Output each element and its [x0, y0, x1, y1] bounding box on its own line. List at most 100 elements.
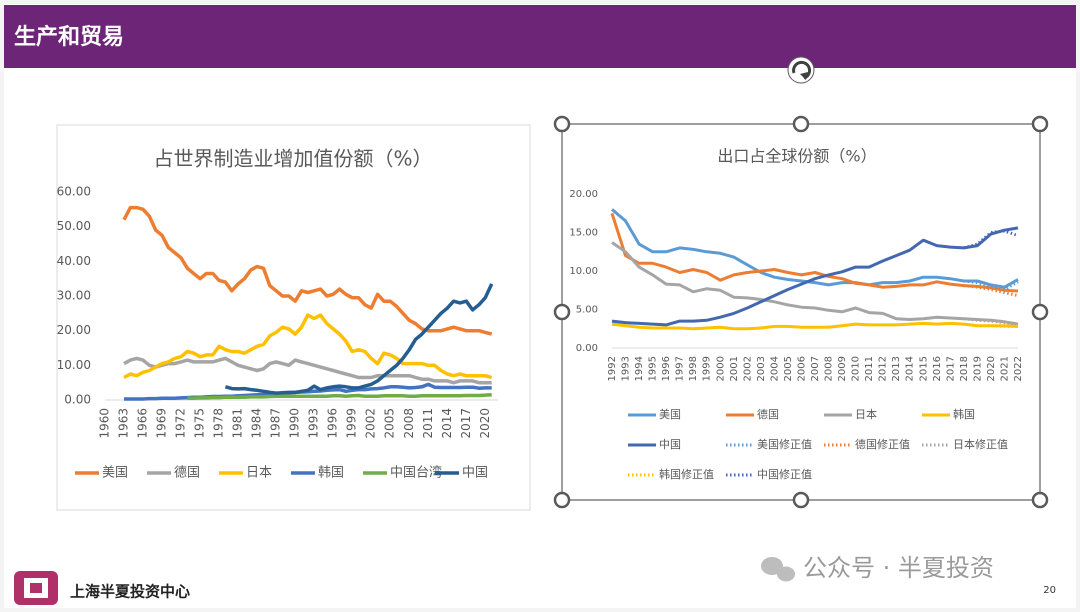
y-tick-label: 30.00 [57, 289, 91, 303]
data-line [963, 317, 1019, 327]
selection-handles[interactable] [553, 115, 1049, 509]
x-tick-label: 1999 [702, 356, 713, 381]
y-tick-label: 50.00 [57, 219, 91, 233]
legend-label: 日本 [246, 466, 272, 481]
y-tick-label: 5.00 [576, 305, 598, 316]
watermark: 公众号 · 半夏投资 [803, 554, 994, 582]
legend-label: 日本修正值 [953, 437, 1008, 451]
data-line [610, 212, 1019, 293]
x-tick-label: 2000 [715, 356, 726, 381]
x-tick-label: 2003 [756, 356, 767, 381]
y-tick-label: 15.00 [569, 228, 598, 239]
x-tick-label: 1998 [688, 356, 699, 381]
x-tick-label: 2011 [421, 408, 435, 439]
data-line [611, 208, 1019, 289]
data-line [123, 356, 492, 385]
legend-label: 德国 [174, 466, 200, 481]
x-tick-label: 1999 [345, 408, 359, 439]
x-tick-label: 2002 [364, 408, 378, 439]
logo [14, 571, 58, 605]
x-tick-label: 2008 [824, 356, 835, 381]
x-tick-label: 2018 [959, 356, 970, 381]
x-tick-label: 1966 [136, 408, 150, 439]
data-line [963, 284, 1019, 298]
x-tick-label: 1975 [193, 408, 207, 439]
x-tick-label: 1994 [634, 356, 645, 381]
x-tick-label: 2011 [864, 356, 875, 381]
x-tick-label: 1969 [155, 408, 169, 439]
x-tick-label: 2009 [837, 356, 848, 381]
x-tick-label: 2020 [986, 356, 997, 381]
x-tick-label: 1990 [288, 408, 302, 439]
x-tick-label: 1987 [269, 408, 283, 439]
page-number: 20 [1043, 585, 1056, 596]
data-line [187, 393, 492, 401]
x-tick-label: 2020 [478, 408, 492, 439]
rotate-handle[interactable] [787, 56, 815, 84]
x-tick-label: 2017 [945, 356, 956, 381]
y-tick-label: 10.00 [569, 266, 598, 277]
x-tick-label: 2006 [796, 356, 807, 381]
x-tick-label: 2002 [742, 356, 753, 381]
x-tick-label: 2004 [769, 356, 780, 381]
x-tick-label: 1963 [117, 408, 131, 439]
y-tick-label: 0.00 [576, 343, 598, 354]
logo-text: 上海半夏投资中心 [70, 583, 190, 601]
x-tick-label: 2019 [972, 356, 983, 381]
x-tick-label: 2014 [440, 408, 454, 439]
legend-label: 日本 [855, 407, 877, 421]
legend-label: 美国 [102, 466, 128, 481]
x-tick-label: 2007 [810, 356, 821, 381]
x-tick-label: 2013 [891, 356, 902, 381]
legend-label: 中国 [659, 438, 681, 451]
chart-title: 出口占全球份额（%） [717, 147, 876, 166]
data-line [963, 279, 1019, 291]
selection-frame[interactable] [561, 123, 1041, 501]
x-tick-label: 1978 [212, 408, 226, 439]
x-tick-label: 1993 [307, 408, 321, 439]
x-tick-label: 2012 [878, 356, 889, 381]
chart-title: 占世界制造业增加值份额（%） [153, 147, 432, 171]
x-tick-label: 2005 [383, 408, 397, 439]
x-tick-label: 2021 [999, 356, 1010, 381]
x-tick-label: 1996 [326, 408, 340, 439]
y-tick-label: 60.00 [57, 185, 91, 199]
chart-box [56, 124, 531, 511]
x-tick-label: 2022 [1013, 356, 1024, 381]
y-tick-label: 0.00 [64, 393, 91, 407]
y-tick-label: 40.00 [57, 254, 91, 268]
legend-label: 韩国修正值 [659, 467, 714, 481]
legend-label: 韩国 [953, 407, 975, 421]
x-tick-label: 2015 [918, 356, 929, 381]
legend-label: 美国 [659, 408, 681, 421]
legend-label: 韩国 [318, 466, 344, 481]
x-tick-label: 2017 [459, 408, 473, 439]
x-tick-label: 1981 [231, 408, 245, 439]
data-line [611, 226, 1019, 327]
data-line [963, 322, 1018, 328]
x-tick-label: 2005 [783, 356, 794, 381]
data-line [963, 229, 1019, 250]
legend-label: 德国 [757, 407, 779, 421]
wechat-icon [761, 557, 795, 582]
x-tick-label: 2001 [729, 356, 740, 381]
legend-label: 中国 [462, 466, 488, 481]
x-tick-label: 2008 [402, 408, 416, 439]
x-tick-label: 1992 [607, 356, 618, 381]
legend-label: 美国修正值 [757, 437, 812, 451]
x-tick-label: 1997 [675, 356, 686, 381]
data-line [123, 313, 493, 380]
data-line [611, 321, 1019, 331]
data-line [224, 283, 494, 395]
x-tick-label: 1996 [661, 356, 672, 381]
x-tick-label: 2010 [851, 356, 862, 381]
legend-label: 中国修正值 [757, 467, 812, 481]
header-title: 生产和贸易 [14, 25, 124, 50]
x-tick-label: 1995 [648, 356, 659, 381]
x-tick-label: 2016 [932, 356, 943, 381]
y-tick-label: 10.00 [57, 358, 91, 372]
x-tick-label: 2014 [905, 356, 916, 381]
x-tick-label: 1960 [98, 408, 112, 439]
